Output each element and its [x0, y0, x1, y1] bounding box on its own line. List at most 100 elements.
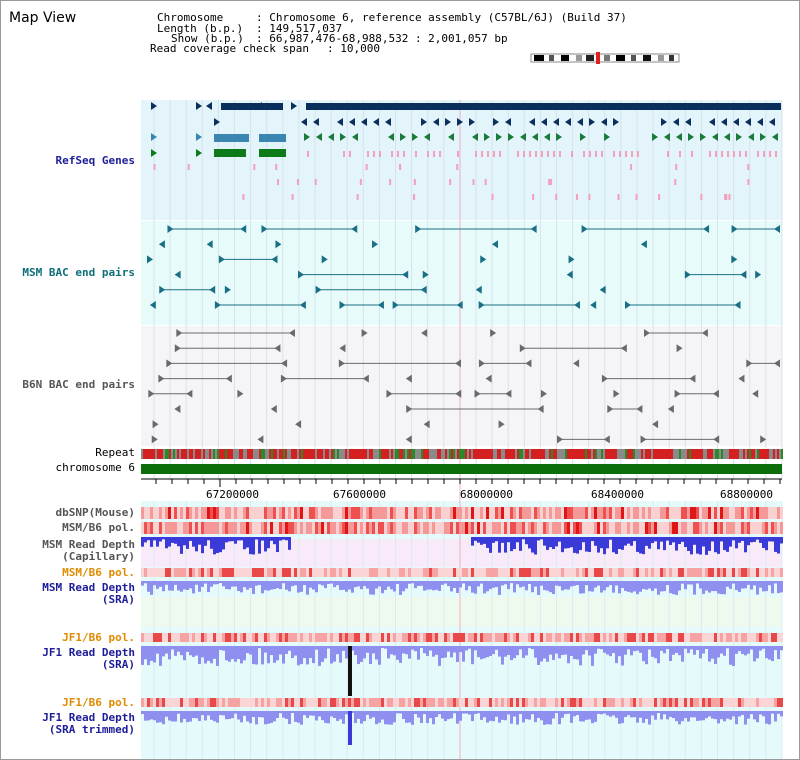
jf1-pol-heat-cell [615, 633, 618, 642]
jf1-depth-bar [447, 646, 450, 652]
repeat-segment [469, 449, 471, 459]
repeat-segment [641, 449, 643, 459]
msm-pol-heat-cell [216, 522, 219, 534]
jf1-depth-bar [501, 646, 504, 665]
gene-exon-mark [187, 164, 190, 170]
jf1-trim-depth-bar [480, 711, 483, 720]
msm-pol-heat-cell [645, 522, 648, 534]
jf1-depth-bar [492, 646, 495, 655]
msm-sra-pol-heat-cell [510, 568, 513, 577]
msm-sra-depth-bar [561, 581, 564, 591]
msm-sra-depth-bar [492, 581, 495, 588]
coverage-label: Read coverage check span [150, 42, 309, 55]
repeat-segment [245, 449, 247, 459]
jf1-pol-heat-cell [402, 633, 405, 642]
jf1-depth-bar [579, 646, 582, 666]
gene-exon-mark [532, 194, 535, 200]
track-label-chromosome: chromosome 6 [55, 461, 135, 474]
repeat-segment [615, 449, 617, 459]
jf1-pol-heat-cell [555, 633, 558, 642]
msm-capillary-depth-bar [540, 537, 543, 540]
dbsnp-heat-cell [567, 507, 570, 519]
b6n-bac-pair-end [674, 389, 681, 398]
jf1-depth-bar [231, 646, 234, 660]
msm-sra-pol-heat-cell [336, 568, 339, 577]
msm-sra-pol-heat-cell [609, 568, 612, 577]
repeat-segment [633, 449, 635, 459]
jf1-depth-bar [504, 646, 507, 657]
msm-sra-pol-heat-cell [522, 568, 525, 577]
msm-sra-pol-heat-cell [186, 568, 189, 577]
msm-sra-depth-bar [186, 581, 189, 591]
jf1-depth-bar [483, 646, 486, 659]
msm-sra-pol-heat-cell [456, 568, 459, 577]
b6n-bac-pair-end [225, 374, 232, 383]
jf1-trim-pol-heat-cell [360, 698, 363, 707]
repeat-segment [719, 449, 721, 459]
repeat-segment [409, 449, 411, 459]
jf1-pol-heat-cell [528, 633, 531, 642]
msm-sra-depth-bar [657, 581, 660, 595]
jf1-trim-pol-heat-cell [663, 698, 666, 707]
jf1-trim-depth-bar [714, 711, 717, 720]
jf1-depth-bar [438, 646, 441, 666]
repeat-segment [471, 449, 473, 459]
msm-pol-heat-cell [453, 522, 456, 534]
msm-pol-heat-cell [717, 522, 720, 534]
jf1-pol-heat-cell [333, 633, 336, 642]
jf1-trim-pol-heat-cell [378, 698, 381, 707]
ideogram-band [549, 55, 554, 61]
jf1-pol-heat-cell [279, 633, 282, 642]
msm-sra-pol-heat-cell [732, 568, 735, 577]
msm-capillary-depth-bar [195, 537, 198, 552]
msm-pol-heat-cell [384, 522, 387, 534]
msm-sra-depth-bar [213, 581, 216, 585]
jf1-trim-pol-heat-cell [393, 698, 396, 707]
msm-pol-heat-cell [390, 522, 393, 534]
jf1-pol-heat-cell [624, 633, 627, 642]
repeat-segment [447, 449, 449, 459]
jf1-trim-depth-bar [579, 711, 582, 722]
msm-sra-depth-bar [768, 581, 771, 586]
jf1-trim-depth-bar [744, 711, 747, 725]
gene-arrow [709, 118, 715, 126]
jf1-depth-bar [411, 646, 414, 650]
msm-sra-depth-bar [204, 581, 207, 584]
repeat-segment [749, 449, 751, 459]
msm-capillary-depth-bar [144, 537, 147, 543]
jf1-trim-depth-bar [459, 711, 462, 721]
jf1-trim-pol-heat-cell [726, 698, 729, 707]
dbsnp-heat-cell [162, 507, 165, 519]
gene-exon-mark [617, 194, 620, 200]
msm-capillary-depth-bar [738, 537, 741, 543]
jf1-trim-depth-bar [702, 711, 705, 721]
msm-bac-pair-end [491, 240, 498, 249]
jf1-pol-heat-cell [498, 633, 501, 642]
jf1-trim-depth-bar [141, 711, 144, 715]
msm-sra-pol-heat-cell [234, 568, 237, 577]
jf1-trim-depth-bar [543, 711, 546, 725]
msm-pol-heat-cell [264, 522, 267, 534]
jf1-trim-depth-bar [372, 711, 375, 718]
repeat-segment [163, 449, 165, 459]
repeat-segment [723, 449, 725, 459]
msm-pol-heat-cell [510, 522, 513, 534]
jf1-depth-bar [291, 646, 294, 659]
msm-pol-heat-cell [621, 522, 624, 534]
msm-sra-pol-heat-cell [282, 568, 285, 577]
jf1-trim-depth-bar [687, 711, 690, 722]
dbsnp-heat-cell [357, 507, 360, 519]
jf1-trim-depth-bar [762, 711, 765, 717]
msm-sra-pol-heat-cell [174, 568, 177, 577]
repeat-segment [199, 449, 201, 459]
msm-sra-depth-bar [570, 581, 573, 587]
msm-sra-pol-heat-cell [648, 568, 651, 577]
jf1-depth-bar [453, 646, 456, 653]
dbsnp-heat-cell [480, 507, 483, 519]
jf1-depth-bar [168, 646, 171, 660]
gene-bar [259, 149, 286, 157]
jf1-trim-depth-bar [345, 711, 348, 715]
jf1-trim-pol-heat-cell [309, 698, 312, 707]
jf1-trim-pol-heat-cell [447, 698, 450, 707]
msm-sra-depth-bar [567, 581, 570, 590]
